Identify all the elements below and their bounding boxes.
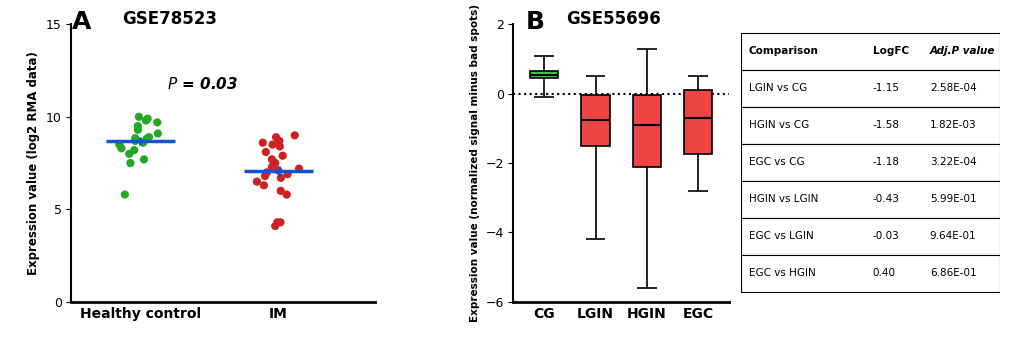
Point <box>272 175 288 181</box>
Text: 0.40: 0.40 <box>872 268 895 278</box>
Point <box>258 149 274 155</box>
Point <box>256 183 272 188</box>
Point <box>249 179 265 184</box>
Point <box>264 164 280 170</box>
Point <box>272 220 288 225</box>
Point <box>270 168 286 173</box>
Text: 2.58E-04: 2.58E-04 <box>929 83 975 93</box>
Point <box>259 170 275 175</box>
Y-axis label: Expression value (normalized signal minus bad spots): Expression value (normalized signal minu… <box>470 4 479 322</box>
Point <box>272 188 288 194</box>
Bar <box>632 95 660 167</box>
Text: -0.43: -0.43 <box>872 194 899 204</box>
Text: -1.15: -1.15 <box>872 83 899 93</box>
Text: EGC vs LGIN: EGC vs LGIN <box>748 231 812 241</box>
Y-axis label: Expression value (log2 RMA data): Expression value (log2 RMA data) <box>28 51 40 275</box>
Point <box>274 153 290 159</box>
Text: Comparison: Comparison <box>748 46 817 56</box>
FancyBboxPatch shape <box>740 181 999 218</box>
Point <box>267 160 283 166</box>
Text: EGC vs CG: EGC vs CG <box>748 157 804 167</box>
Text: HGIN vs CG: HGIN vs CG <box>748 120 808 130</box>
Point <box>130 114 147 120</box>
Point <box>271 138 287 144</box>
Text: -1.18: -1.18 <box>872 157 899 167</box>
FancyBboxPatch shape <box>740 70 999 107</box>
Text: B: B <box>525 10 544 34</box>
Point <box>286 133 303 138</box>
Bar <box>530 71 557 78</box>
Bar <box>684 90 711 154</box>
Point <box>135 140 151 145</box>
Point <box>121 151 138 156</box>
Point <box>122 160 139 166</box>
Point <box>140 116 156 121</box>
Bar <box>581 95 609 146</box>
Point <box>264 142 280 147</box>
FancyBboxPatch shape <box>740 33 999 70</box>
Point <box>279 171 296 177</box>
Point <box>139 136 155 142</box>
Text: GSE55696: GSE55696 <box>566 10 660 28</box>
Text: 6.86E-01: 6.86E-01 <box>929 268 975 278</box>
Text: -0.03: -0.03 <box>872 231 899 241</box>
Point <box>290 166 307 171</box>
FancyBboxPatch shape <box>740 107 999 144</box>
Point <box>278 192 294 197</box>
Point <box>113 145 129 151</box>
Text: 9.64E-01: 9.64E-01 <box>929 231 975 241</box>
Point <box>138 118 154 123</box>
Point <box>116 192 132 197</box>
Text: LGIN vs CG: LGIN vs CG <box>748 83 806 93</box>
Text: HGIN vs LGIN: HGIN vs LGIN <box>748 194 817 204</box>
Point <box>129 123 146 129</box>
Text: Adj.P value: Adj.P value <box>929 46 995 56</box>
Point <box>255 140 271 145</box>
Text: LogFC: LogFC <box>872 46 908 56</box>
Text: EGC vs HGIN: EGC vs HGIN <box>748 268 814 278</box>
FancyBboxPatch shape <box>740 144 999 181</box>
Point <box>127 135 144 141</box>
Text: 3.22E-04: 3.22E-04 <box>929 157 975 167</box>
Point <box>127 138 144 144</box>
Text: -1.58: -1.58 <box>872 120 899 130</box>
Text: GSE78523: GSE78523 <box>122 10 217 28</box>
Point <box>111 142 127 147</box>
Point <box>264 156 280 162</box>
FancyBboxPatch shape <box>740 255 999 292</box>
Text: A: A <box>71 10 91 34</box>
Text: 1.82E-03: 1.82E-03 <box>929 120 975 130</box>
Point <box>127 137 144 143</box>
Point <box>268 134 284 140</box>
FancyBboxPatch shape <box>740 218 999 255</box>
Point <box>271 144 287 149</box>
Point <box>149 120 165 125</box>
Point <box>126 147 143 153</box>
Point <box>267 223 283 229</box>
Text: $P$ = 0.03: $P$ = 0.03 <box>167 76 238 92</box>
Text: 5.99E-01: 5.99E-01 <box>929 194 975 204</box>
Point <box>141 134 157 140</box>
Point <box>257 173 273 179</box>
Point <box>150 131 166 136</box>
Point <box>136 156 152 162</box>
Point <box>129 127 146 133</box>
Point <box>269 220 285 225</box>
